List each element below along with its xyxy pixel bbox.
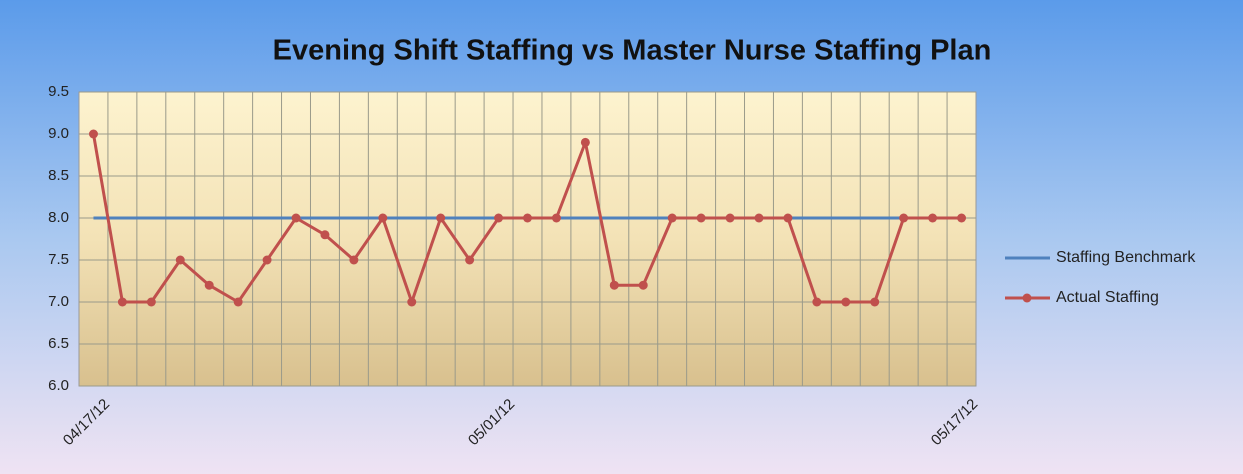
data-point [725,213,735,223]
data-point [812,297,822,307]
y-tick-label: 9.0 [48,125,69,142]
y-tick-label: 9.5 [48,83,69,100]
data-point [436,213,446,223]
data-point [88,129,98,139]
y-tick-label: 8.5 [48,167,69,184]
chart-title: Evening Shift Staffing vs Master Nurse S… [273,35,992,67]
data-point [262,255,272,265]
data-point [320,230,330,240]
data-point [696,213,706,223]
data-point [291,213,301,223]
data-point [233,297,243,307]
data-point [957,213,967,223]
y-tick-label: 6.0 [48,377,69,394]
data-point [146,297,156,307]
data-point [494,213,504,223]
data-point [899,213,909,223]
data-point [407,297,417,307]
data-point [667,213,677,223]
data-point [638,280,648,290]
data-point [841,297,851,307]
plot-area [78,91,977,387]
data-point [580,137,590,147]
data-point [349,255,359,265]
data-point [783,213,793,223]
data-point [117,297,127,307]
data-point [175,255,185,265]
data-point [551,213,561,223]
data-point [870,297,880,307]
y-tick-label: 8.0 [48,209,69,226]
data-point [523,213,532,223]
data-point [465,255,475,265]
data-point [609,280,619,290]
y-tick-label: 7.5 [48,251,69,268]
data-point [378,213,388,223]
data-point [204,280,214,290]
data-point [754,213,764,223]
data-point [928,213,938,223]
legend-marker [1022,293,1032,303]
y-tick-label: 6.5 [48,335,69,352]
legend-label: Actual Staffing [1056,289,1159,306]
legend-label: Staffing Benchmark [1056,249,1196,266]
y-tick-label: 7.0 [48,293,69,310]
